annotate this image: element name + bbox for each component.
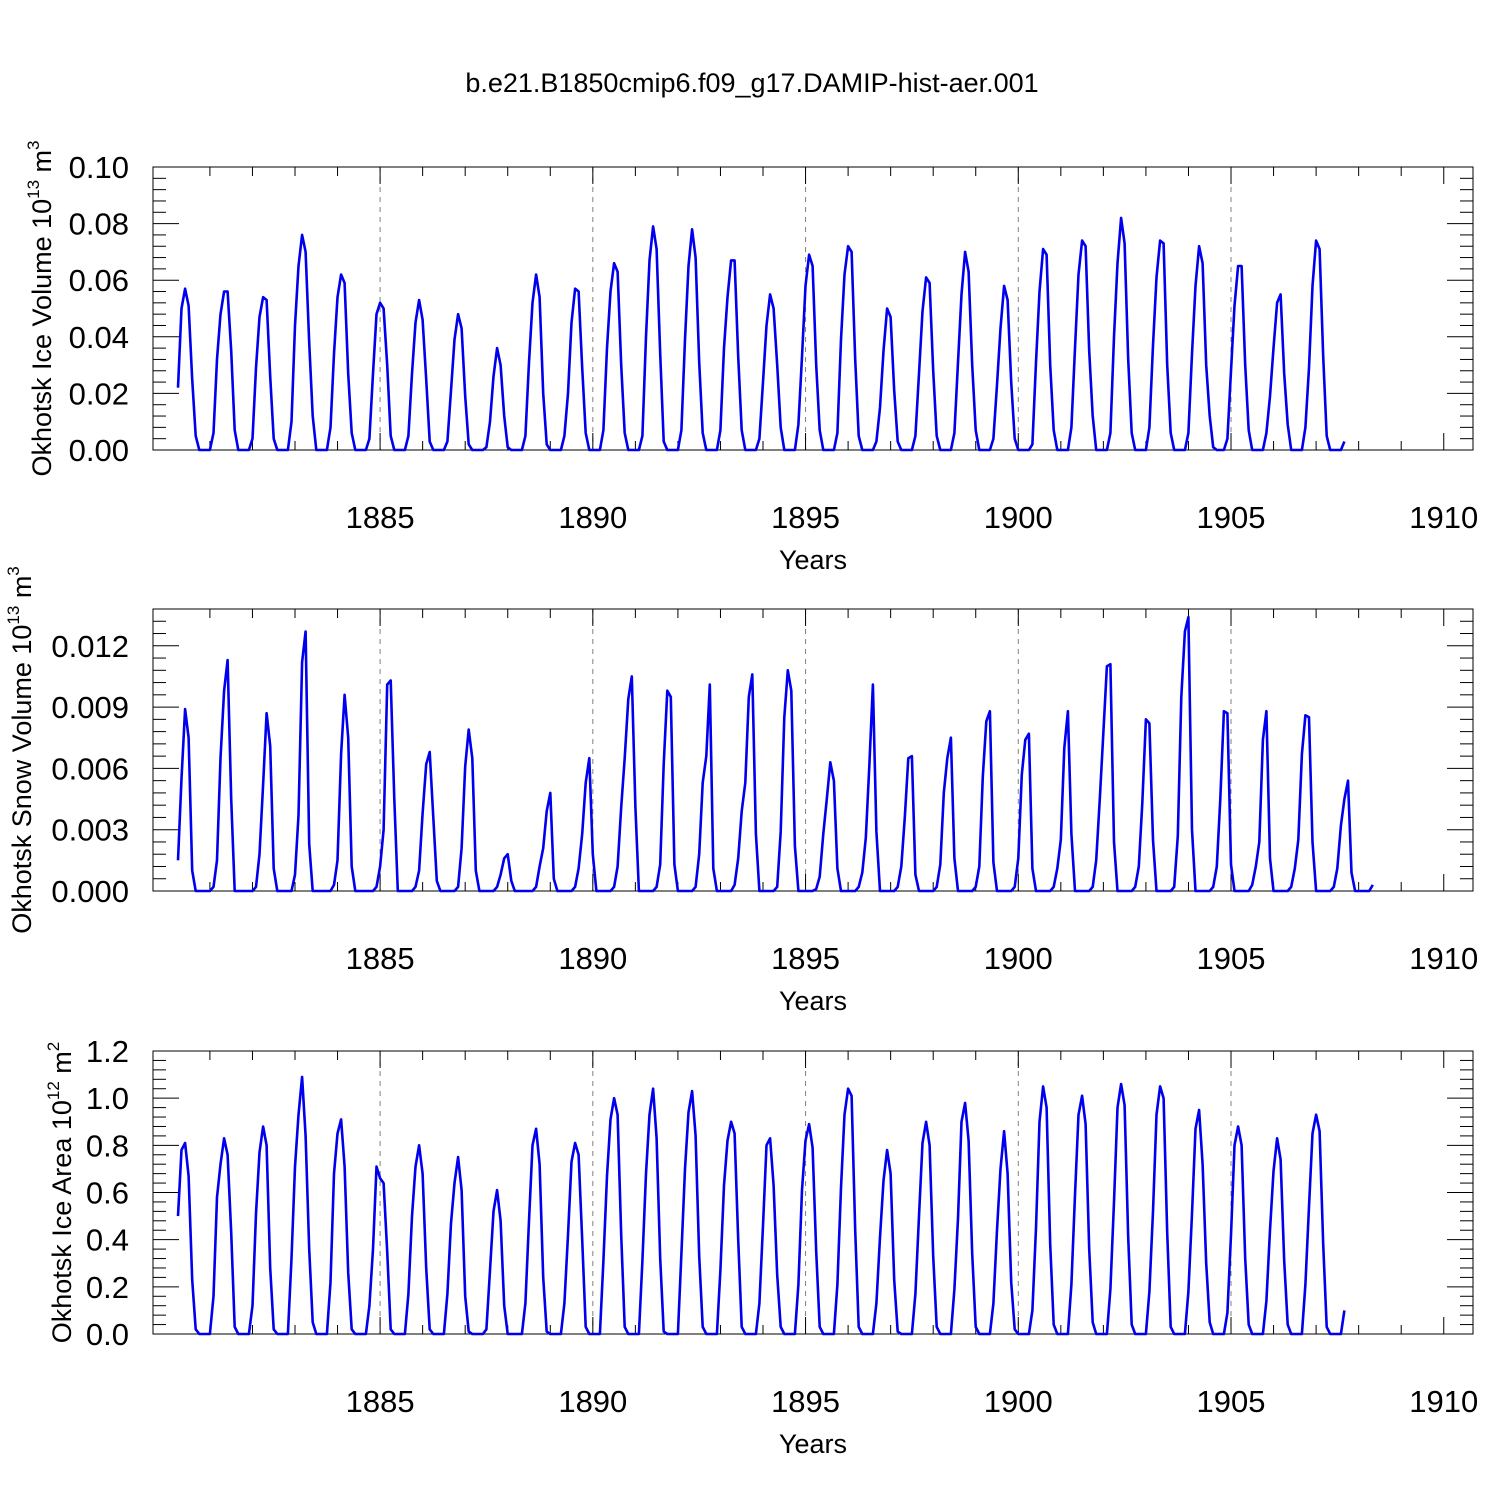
y-tick-label: 1.2 <box>86 1034 129 1069</box>
x-tick-label: 1895 <box>771 500 840 535</box>
x-axis-label: Years <box>779 1429 847 1459</box>
chart-panel-2: 0.000 0.003 0.006 0.009 0.012 1885 1890 1895 190… <box>4 566 1478 1016</box>
x-tick-label: 1900 <box>984 941 1053 976</box>
series-line <box>176 615 1374 893</box>
x-tick-label: 1905 <box>1197 941 1266 976</box>
y-axis-label: Okhotsk Ice Volume 1013 m3 <box>24 140 57 476</box>
x-tick-label: 1895 <box>771 1384 840 1419</box>
x-tick-label: 1885 <box>346 500 415 535</box>
y-tick-label: 0.08 <box>69 207 129 242</box>
y-tick-label: 0.02 <box>69 376 129 411</box>
x-tick-label: 1905 <box>1197 1384 1266 1419</box>
plot-frame <box>152 1050 1474 1335</box>
series-line <box>176 1075 1346 1336</box>
y-tick-label: 0.012 <box>51 629 129 664</box>
y-axis-label: Okhotsk Ice Area 1012 m2 <box>44 1042 77 1344</box>
x-tick-label: 1890 <box>558 941 627 976</box>
x-axis-label: Years <box>779 986 847 1016</box>
x-tick-label: 1900 <box>984 1384 1053 1419</box>
x-axis-label: Years <box>779 545 847 575</box>
y-tick-label: 0.0 <box>86 1317 129 1352</box>
plot-frame <box>152 166 1474 451</box>
y-tick-label: 0.009 <box>51 690 129 725</box>
x-tick-label: 1910 <box>1409 500 1478 535</box>
x-tick-label: 1885 <box>346 1384 415 1419</box>
y-tick-label: 0.000 <box>51 874 129 909</box>
y-tick-label: 0.10 <box>69 150 129 185</box>
y-tick-label: 1.0 <box>86 1081 129 1116</box>
x-tick-label: 1910 <box>1409 941 1478 976</box>
x-tick-label: 1890 <box>558 1384 627 1419</box>
chart-panel-3: 0.0 0.2 0.4 0.6 0.8 1.0 1.2 1885 1890 1895 1900 190… <box>44 1034 1478 1459</box>
y-tick-label: 0.4 <box>86 1223 129 1258</box>
y-tick-label: 0.6 <box>86 1176 129 1211</box>
y-tick-label: 0.003 <box>51 813 129 848</box>
x-tick-label: 1900 <box>984 500 1053 535</box>
y-tick-label: 0.00 <box>69 433 129 468</box>
series-line <box>176 216 1346 452</box>
x-tick-label: 1905 <box>1197 500 1266 535</box>
y-tick-label: 0.04 <box>69 320 129 355</box>
figure-title: b.e21.B1850cmip6.f09_g17.DAMIP-hist-aer.… <box>465 68 1038 98</box>
y-tick-label: 0.2 <box>86 1270 129 1305</box>
x-tick-label: 1895 <box>771 941 840 976</box>
y-tick-label: 0.006 <box>51 751 129 786</box>
y-tick-label: 0.8 <box>86 1128 129 1163</box>
chart-panel-1: 0.00 0.02 0.04 0.06 0.08 0.10 1885 1890 1895 1900… <box>24 140 1478 575</box>
x-tick-label: 1910 <box>1409 1384 1478 1419</box>
y-axis-label: Okhotsk Snow Volume 1013 m3 <box>4 566 37 934</box>
x-tick-label: 1890 <box>558 500 627 535</box>
x-tick-label: 1885 <box>346 941 415 976</box>
y-tick-label: 0.06 <box>69 263 129 298</box>
